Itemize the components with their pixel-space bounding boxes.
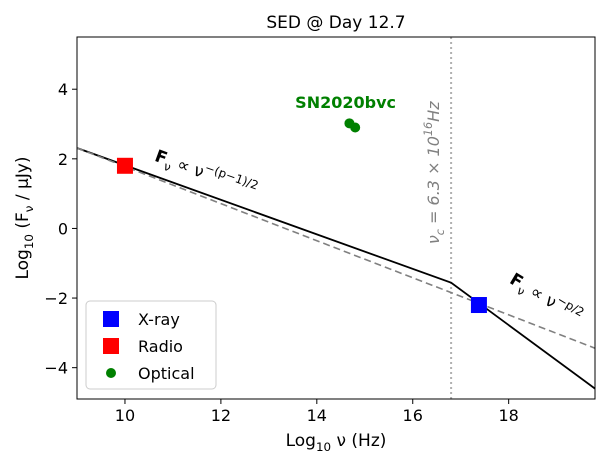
y-tick-label: 0	[58, 219, 68, 238]
legend-label-optical: Optical	[138, 364, 195, 383]
x-tick-label: 16	[403, 406, 423, 425]
y-tick-label: −4	[44, 359, 68, 378]
x-ray-point	[470, 297, 487, 314]
object-name-label: SN2020bvc	[295, 93, 396, 112]
x-tick-label: 12	[211, 406, 231, 425]
chart-title: SED @ Day 12.7	[266, 13, 405, 33]
legend-marker-radio	[103, 338, 119, 354]
legend-label-radio: Radio	[138, 337, 183, 356]
x-tick-label: 10	[115, 406, 135, 425]
legend-marker-x-ray	[103, 311, 119, 327]
high-frequency-slope-label: Fν ∝ ν−p/2	[504, 266, 586, 330]
single-power-law-dashed-line	[77, 147, 595, 349]
legend-label-x-ray: X-ray	[138, 310, 180, 329]
low-frequency-slope-label: Fν ∝ ν−(p−1)/2	[151, 143, 260, 205]
axes: 10 12 14 16 18 −4 −2 0 2 4 Log10 ν (Hz) Log10 (Fν /…	[13, 36, 596, 452]
y-tick-label: 2	[58, 150, 68, 169]
y-axis-title: Log10 (Fν / μJy)	[13, 156, 36, 279]
legend-marker-optical	[106, 368, 116, 378]
broken-power-law-line	[77, 147, 595, 390]
plot-frame	[76, 36, 596, 400]
y-tick-label: −2	[44, 289, 68, 308]
legend: X-ray Radio Optical	[85, 300, 217, 390]
radio-point	[116, 157, 133, 174]
nu-c-label: νc = 6.3 × 1016Hz	[422, 101, 447, 244]
x-tick-label: 18	[498, 406, 518, 425]
x-axis-title: Log10 ν (Hz)	[286, 431, 387, 452]
x-tick-label: 14	[307, 406, 327, 425]
y-tick-label: 4	[58, 80, 68, 99]
optical-point	[350, 122, 361, 133]
